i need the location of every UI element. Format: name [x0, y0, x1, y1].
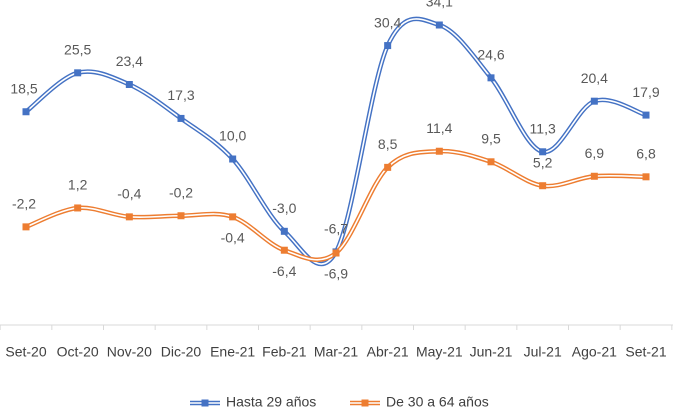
data-label: -6,9 [324, 266, 348, 282]
x-tick-label: Jul-21 [524, 344, 562, 360]
data-label: 30,4 [374, 14, 401, 30]
data-label: 6,9 [585, 145, 605, 161]
data-label: 34,1 [426, 0, 453, 10]
legend-label: De 30 a 64 años [386, 394, 489, 410]
legend-marker [361, 399, 369, 407]
x-tick-label: Ago-21 [572, 344, 617, 360]
marker [487, 74, 495, 82]
marker [280, 246, 288, 254]
marker [642, 173, 650, 181]
data-label: 11,4 [426, 120, 452, 136]
data-label: -6,7 [324, 221, 348, 237]
series-line [25, 148, 647, 263]
marker [384, 163, 392, 171]
marker [22, 223, 30, 231]
data-label: 11,3 [530, 120, 556, 136]
data-label: 6,8 [636, 146, 656, 162]
data-label: 8,5 [378, 136, 398, 152]
data-label: -0,4 [117, 186, 141, 202]
x-tick-label: May-21 [416, 344, 463, 360]
x-tick-label: Set-20 [5, 344, 46, 360]
data-label: 25,5 [64, 42, 91, 58]
marker [642, 111, 650, 119]
x-tick-label: Ene-21 [210, 344, 255, 360]
marker [229, 213, 237, 221]
data-label: 24,6 [477, 47, 504, 63]
data-label: 9,5 [481, 131, 501, 147]
marker [125, 81, 133, 89]
x-tick-label: Jun-21 [470, 344, 513, 360]
data-label: 1,2 [68, 177, 88, 193]
marker [125, 213, 133, 221]
marker [487, 158, 495, 166]
data-label: -3,0 [272, 200, 296, 216]
x-tick-label: Oct-20 [57, 344, 99, 360]
x-tick-label: Set-21 [625, 344, 666, 360]
data-label: 10,0 [219, 128, 246, 144]
x-tick-label: Abr-21 [367, 344, 409, 360]
data-label: 17,3 [167, 87, 194, 103]
data-label: 17,9 [632, 84, 659, 100]
data-label: 23,4 [116, 53, 143, 69]
marker [74, 204, 82, 212]
data-label: 20,4 [581, 70, 608, 86]
data-label: -0,2 [169, 184, 193, 200]
x-tick-label: Nov-20 [107, 344, 152, 360]
data-label: -2,2 [12, 196, 36, 212]
data-label: -6,4 [272, 263, 296, 279]
x-tick-label: Dic-20 [161, 344, 202, 360]
marker [435, 21, 443, 29]
data-label: -0,4 [221, 230, 245, 246]
data-label: 5,2 [533, 154, 553, 170]
marker [280, 227, 288, 235]
data-label: 18,5 [10, 80, 37, 96]
marker [177, 212, 185, 220]
marker [332, 249, 340, 257]
marker [435, 147, 443, 155]
marker [229, 155, 237, 163]
marker [384, 42, 392, 50]
x-tick-label: Feb-21 [262, 344, 307, 360]
marker [539, 182, 547, 190]
marker [590, 172, 598, 180]
legend-marker [201, 399, 209, 407]
legend-label: Hasta 29 años [226, 394, 316, 410]
marker [539, 148, 547, 156]
series-line-core [25, 150, 647, 261]
marker [74, 69, 82, 77]
marker [177, 114, 185, 122]
x-tick-label: Mar-21 [314, 344, 359, 360]
marker [590, 97, 598, 105]
marker [22, 108, 30, 116]
